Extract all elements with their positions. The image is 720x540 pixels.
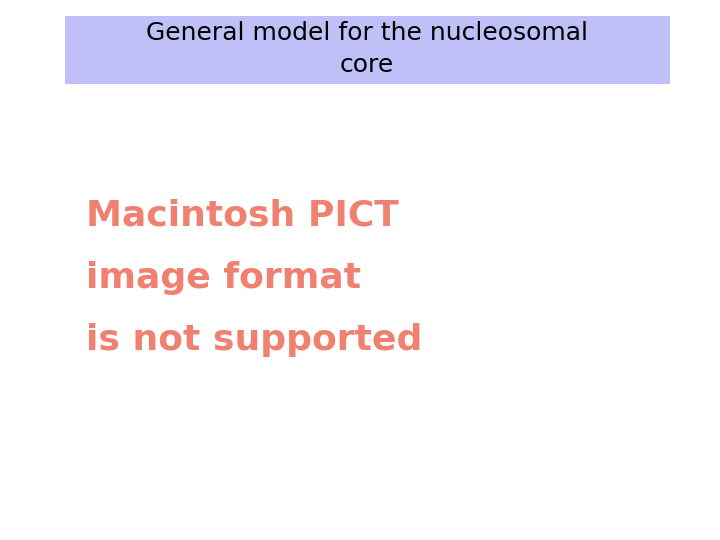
Text: Macintosh PICT: Macintosh PICT bbox=[86, 199, 400, 233]
Text: is not supported: is not supported bbox=[86, 323, 423, 357]
Text: core: core bbox=[340, 53, 395, 77]
FancyBboxPatch shape bbox=[65, 16, 670, 84]
Text: General model for the nucleosomal: General model for the nucleosomal bbox=[146, 21, 588, 45]
Text: image format: image format bbox=[86, 261, 361, 295]
